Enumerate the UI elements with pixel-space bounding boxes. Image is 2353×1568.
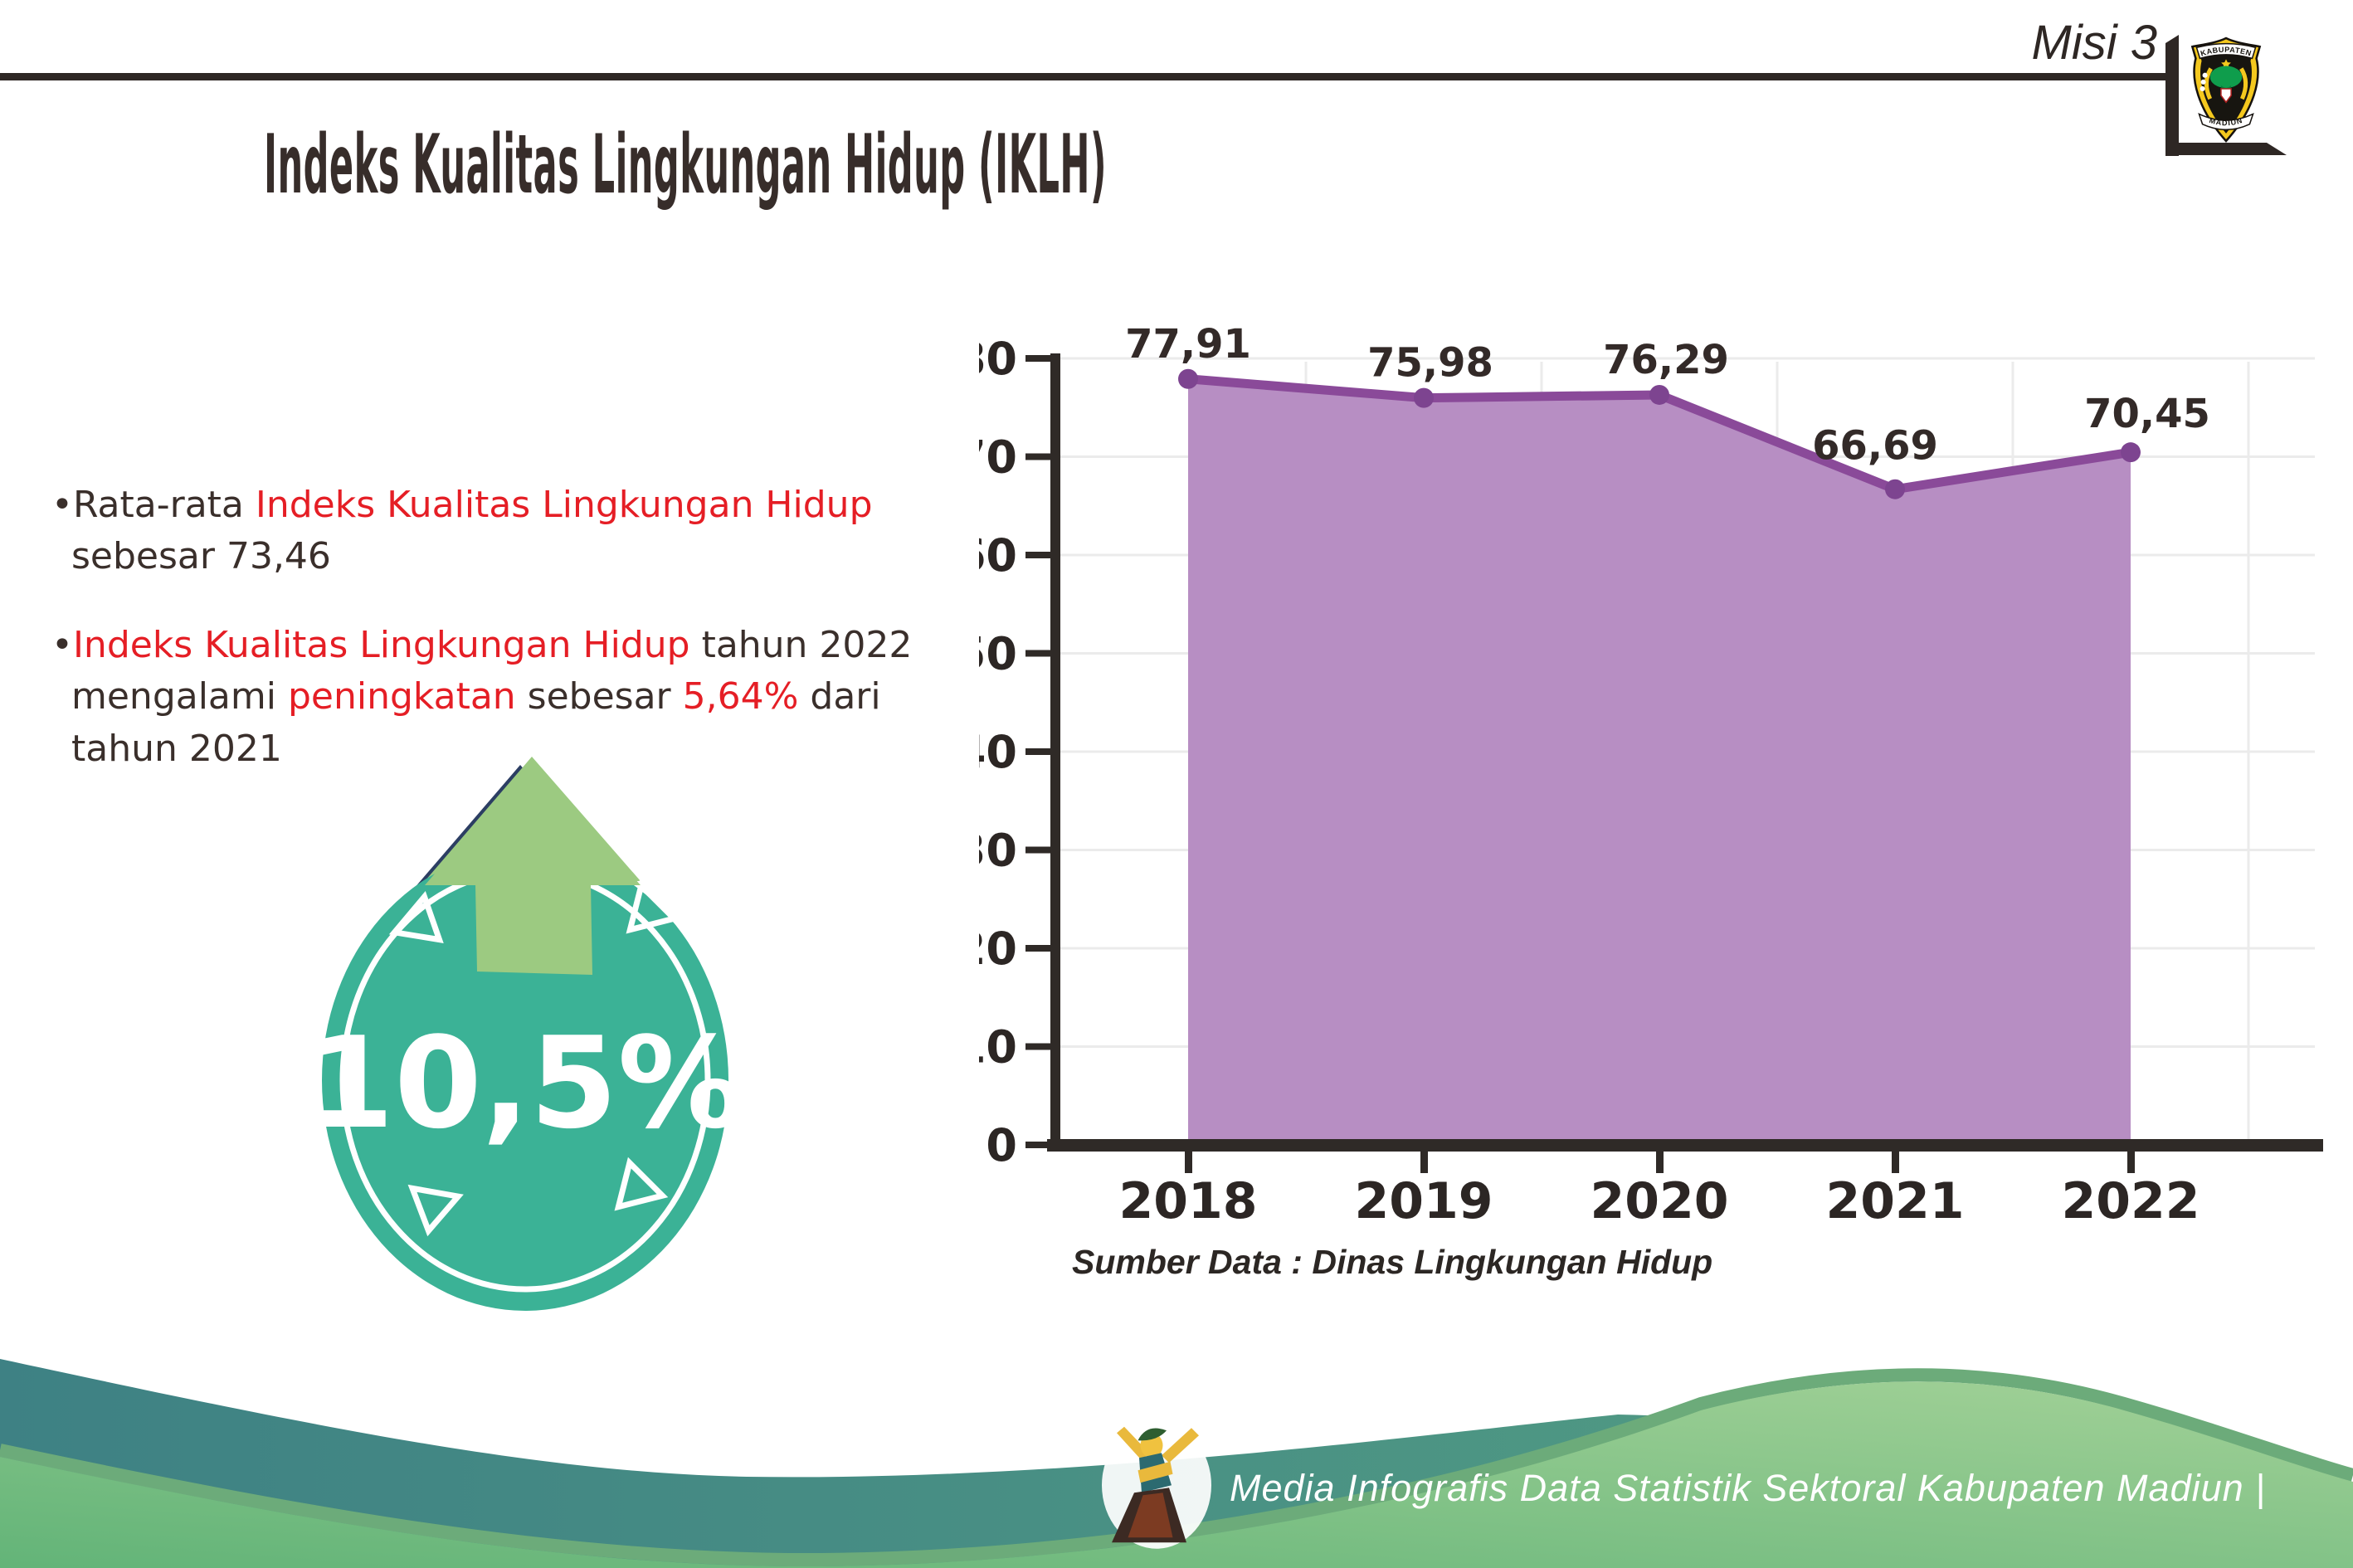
logo-cotton-dot bbox=[2202, 72, 2208, 78]
x-tick bbox=[2127, 1152, 2135, 1173]
bullet-marker: • bbox=[51, 623, 73, 666]
source-note: Sumber Data : Dinas Lingkungan Hidup bbox=[1072, 1243, 1713, 1281]
footer-wave-rim bbox=[0, 1368, 2353, 1567]
bullet1-text-dark: Rata-rata bbox=[72, 484, 256, 526]
bullet-increase-2022: •Indeks Kualitas Lingkungan Hidup tahun … bbox=[51, 620, 931, 775]
mascot-arm-left bbox=[1117, 1426, 1149, 1461]
badge-circle bbox=[322, 850, 728, 1311]
logo-frame-horizontal bbox=[2165, 143, 2287, 155]
y-tick bbox=[1025, 355, 1050, 362]
y-axis bbox=[1050, 353, 1060, 1145]
logo-bottom-text: MADIUN bbox=[2209, 116, 2244, 127]
mascot-cap bbox=[1138, 1428, 1167, 1441]
x-tick-label: 2018 bbox=[1119, 1172, 1258, 1230]
y-tick bbox=[1025, 748, 1050, 755]
y-tick-label: 30 bbox=[979, 825, 1017, 877]
header-rule bbox=[0, 73, 2165, 80]
bullet2-text-dark3: dari tahun 2021 bbox=[71, 675, 881, 770]
mascot-icon bbox=[1102, 1421, 1211, 1549]
data-point bbox=[1178, 368, 1198, 389]
y-tick-label: 50 bbox=[979, 628, 1017, 680]
mascot-skirt-inner bbox=[1128, 1493, 1173, 1538]
data-label: 77,91 bbox=[1125, 321, 1251, 368]
triangle-top-right bbox=[626, 879, 680, 934]
x-tick-label: 2022 bbox=[2062, 1172, 2200, 1230]
summary-text-block: •Rata-rata Indeks Kualitas Lingkungan Hi… bbox=[51, 480, 931, 775]
y-tick bbox=[1025, 1142, 1050, 1148]
data-label: 76,29 bbox=[1603, 337, 1729, 383]
logo-center-shield bbox=[2220, 88, 2232, 104]
y-tick bbox=[1025, 1043, 1050, 1050]
logo-cotton-dot bbox=[2200, 79, 2206, 85]
mascot-sash bbox=[1138, 1461, 1173, 1483]
y-tick bbox=[1025, 650, 1050, 657]
y-tick-label: 60 bbox=[979, 529, 1017, 582]
y-tick-label: 0 bbox=[986, 1119, 1017, 1171]
y-tick bbox=[1025, 846, 1050, 854]
triangle-bottom-left bbox=[407, 1184, 464, 1237]
up-arrow-head bbox=[425, 761, 641, 975]
x-tick bbox=[1185, 1152, 1192, 1173]
footer-green-band bbox=[0, 1381, 2353, 1568]
bullet2-text-red: Indeks Kualitas Lingkungan Hidup bbox=[72, 623, 690, 666]
bullet1-text-red: Indeks Kualitas Lingkungan Hidup bbox=[255, 484, 873, 526]
y-tick-label: 10 bbox=[979, 1021, 1017, 1074]
logo-top-text: KABUPATEN bbox=[2200, 46, 2253, 58]
data-point bbox=[2121, 442, 2141, 463]
y-tick-label: 40 bbox=[979, 726, 1017, 778]
area-fill bbox=[1188, 378, 2131, 1146]
bullet2-text-dark: tahun 2022 mengalami bbox=[71, 623, 913, 718]
y-tick-label: 20 bbox=[979, 923, 1017, 975]
data-label: 70,45 bbox=[2084, 391, 2210, 437]
bullet-marker: • bbox=[51, 484, 73, 526]
bullet1-value: sebesar 73,46 bbox=[71, 535, 331, 578]
data-point bbox=[1885, 479, 1905, 499]
data-label: 75,98 bbox=[1367, 340, 1493, 387]
y-tick-label: 70 bbox=[979, 431, 1017, 484]
x-tick bbox=[1892, 1152, 1899, 1173]
increase-badge: 10,5% bbox=[306, 757, 744, 1311]
kabupaten-madiun-logo-icon: KABUPATEN MADIUN bbox=[2190, 37, 2262, 143]
badge-tick-triangles bbox=[388, 879, 680, 1237]
bullet2-text-dark2: sebesar bbox=[515, 675, 683, 718]
y-tick bbox=[1025, 945, 1050, 952]
mascot-arm-right bbox=[1162, 1428, 1199, 1463]
logo-cotton-dot bbox=[2200, 85, 2205, 92]
bullet2-keyword-red: peningkatan bbox=[287, 675, 516, 718]
bullet-average-iklh: •Rata-rata Indeks Kualitas Lingkungan Hi… bbox=[51, 480, 931, 583]
iklh-chart: 77,91 75,98 76,29 66,69 70,45 0 10 20 30 40 50 60 70… bbox=[979, 321, 2323, 1230]
x-tick-label: 2020 bbox=[1591, 1172, 1729, 1230]
logo-tree-icon bbox=[2209, 66, 2243, 88]
page-title: Indeks Kualitas Lingkungan Hidup (IKLH) bbox=[264, 118, 1108, 212]
y-tick bbox=[1025, 552, 1050, 558]
data-point bbox=[1414, 387, 1434, 408]
logo-top-ribbon bbox=[2195, 42, 2257, 60]
y-tick-label: 80 bbox=[979, 333, 1017, 385]
logo-wing-right bbox=[2239, 67, 2248, 100]
x-tick-label: 2021 bbox=[1826, 1172, 1965, 1230]
y-tick bbox=[1025, 453, 1050, 460]
logo-frame-vertical bbox=[2165, 35, 2179, 156]
triangle-top-left bbox=[388, 890, 444, 943]
triangle-bottom-right bbox=[614, 1157, 669, 1211]
x-axis bbox=[1047, 1139, 2323, 1152]
logo-wing-left bbox=[2204, 67, 2213, 100]
footer-credit: Media Infografis Data Statistik Sektoral… bbox=[1230, 1467, 2266, 1509]
x-tick bbox=[1420, 1152, 1428, 1173]
logo-bottom-ribbon bbox=[2198, 113, 2254, 131]
badge-percent-label: 10,5% bbox=[306, 1010, 743, 1157]
logo-star-icon bbox=[2221, 59, 2231, 69]
bullet2-percent-red: 5,64% bbox=[682, 675, 799, 718]
misi-label: Misi 3 bbox=[2031, 16, 2157, 70]
x-tick bbox=[1656, 1152, 1664, 1173]
x-tick-label: 2019 bbox=[1355, 1172, 1493, 1230]
data-point bbox=[1649, 384, 1669, 405]
data-label: 66,69 bbox=[1812, 423, 1938, 470]
